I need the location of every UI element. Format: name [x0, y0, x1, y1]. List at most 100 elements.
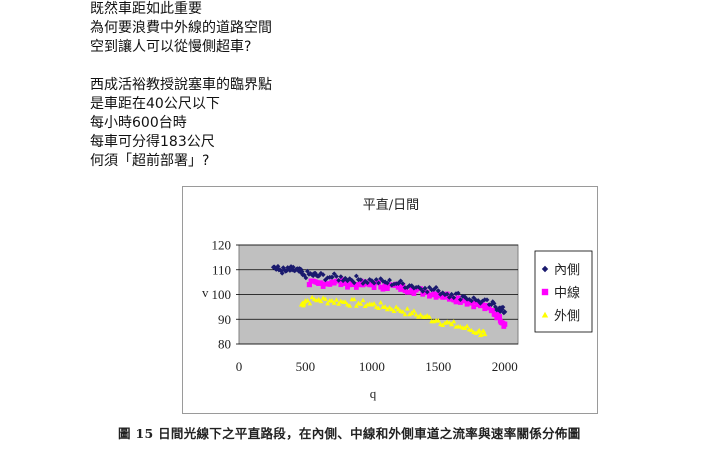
y-axis-ticks: 80 90 100 110 120 — [212, 238, 239, 352]
y-tick-label: 90 — [218, 312, 231, 327]
data-point — [422, 314, 428, 319]
scatter-chart: 平直/日間 80 90 100 110 120 0 500 1000 1500 2000 v q… — [202, 198, 593, 401]
data-point — [342, 299, 348, 305]
data-point — [455, 290, 461, 296]
y-tick-label: 80 — [218, 337, 231, 352]
data-point — [482, 331, 488, 337]
data-point — [325, 275, 330, 281]
data-point — [500, 304, 506, 310]
data-point — [415, 284, 421, 290]
legend-marker — [541, 265, 549, 273]
data-point — [502, 321, 508, 327]
x-axis-label: q — [370, 386, 377, 401]
data-point — [502, 309, 508, 315]
data-point — [409, 310, 415, 316]
data-point — [448, 291, 455, 298]
data-point — [303, 275, 309, 281]
data-point — [307, 301, 313, 306]
data-point — [389, 306, 395, 312]
data-point — [318, 298, 324, 304]
data-point — [448, 321, 455, 327]
data-point — [378, 276, 384, 282]
data-point — [418, 286, 423, 292]
data-point — [362, 303, 368, 309]
data-point — [442, 292, 448, 298]
data-point — [393, 304, 399, 309]
data-point — [334, 274, 339, 279]
data-point — [475, 298, 481, 304]
data-point — [287, 268, 293, 273]
post-line-blank — [90, 57, 272, 76]
gridlines — [239, 244, 518, 345]
data-point — [316, 273, 322, 279]
data-point — [376, 280, 381, 286]
legend-label: 內側 — [554, 262, 580, 277]
data-point — [431, 287, 437, 292]
data-point — [279, 270, 285, 276]
data-point — [274, 266, 280, 272]
data-point — [329, 274, 335, 280]
data-point — [360, 297, 366, 303]
data-point — [402, 311, 408, 317]
data-point — [320, 272, 326, 278]
data-point — [336, 301, 342, 306]
post-line: 既然車距如此重要 — [90, 1, 202, 17]
data-point — [458, 297, 463, 303]
data-point — [418, 312, 423, 317]
data-point — [453, 291, 459, 297]
legend-marker — [541, 311, 549, 318]
data-point — [497, 309, 503, 314]
data-point — [493, 304, 498, 310]
data-point — [340, 278, 346, 284]
data-point — [389, 282, 395, 288]
data-point — [358, 301, 364, 306]
data-point — [318, 280, 324, 286]
data-point — [491, 300, 497, 306]
series-0 — [270, 263, 508, 316]
data-point — [382, 279, 388, 285]
data-point — [351, 296, 357, 302]
data-point — [309, 294, 315, 300]
data-point — [471, 304, 477, 310]
data-point — [398, 287, 404, 292]
data-point — [329, 298, 335, 303]
data-point — [365, 280, 370, 286]
data-point — [469, 327, 474, 333]
post-line: 每小時600台時 — [90, 115, 187, 131]
data-point — [298, 266, 304, 272]
x-tick-label: 1500 — [425, 359, 451, 374]
data-point — [395, 306, 402, 312]
data-point — [371, 280, 377, 286]
data-point — [422, 285, 428, 291]
post-line: 西成活裕教授說塞車的臨界點 — [90, 77, 272, 93]
x-tick-label: 0 — [236, 359, 243, 374]
post-line: 每車可分得183公尺 — [90, 134, 215, 150]
data-point — [427, 314, 432, 319]
data-point — [325, 301, 330, 306]
post-line: 為何要浪費中外線的道路空間 — [90, 20, 272, 36]
data-point — [371, 301, 377, 306]
data-point — [446, 320, 452, 325]
data-point — [378, 300, 384, 305]
data-point — [371, 285, 377, 290]
chart-title: 平直/日間 — [363, 198, 419, 213]
data-points — [270, 263, 508, 338]
data-point — [442, 320, 448, 325]
data-point — [471, 295, 477, 301]
data-point — [387, 277, 392, 283]
data-point — [301, 272, 307, 278]
data-point — [400, 281, 406, 287]
data-point — [451, 295, 457, 301]
data-point — [484, 297, 490, 303]
y-tick-label: 120 — [212, 238, 232, 253]
data-point — [384, 286, 390, 292]
data-point — [398, 278, 404, 284]
data-point — [435, 317, 441, 323]
data-point — [496, 314, 502, 320]
data-point — [476, 327, 482, 333]
data-point — [338, 274, 344, 280]
y-tick-label: 100 — [212, 287, 232, 302]
data-point — [391, 308, 397, 314]
data-point — [382, 304, 388, 309]
